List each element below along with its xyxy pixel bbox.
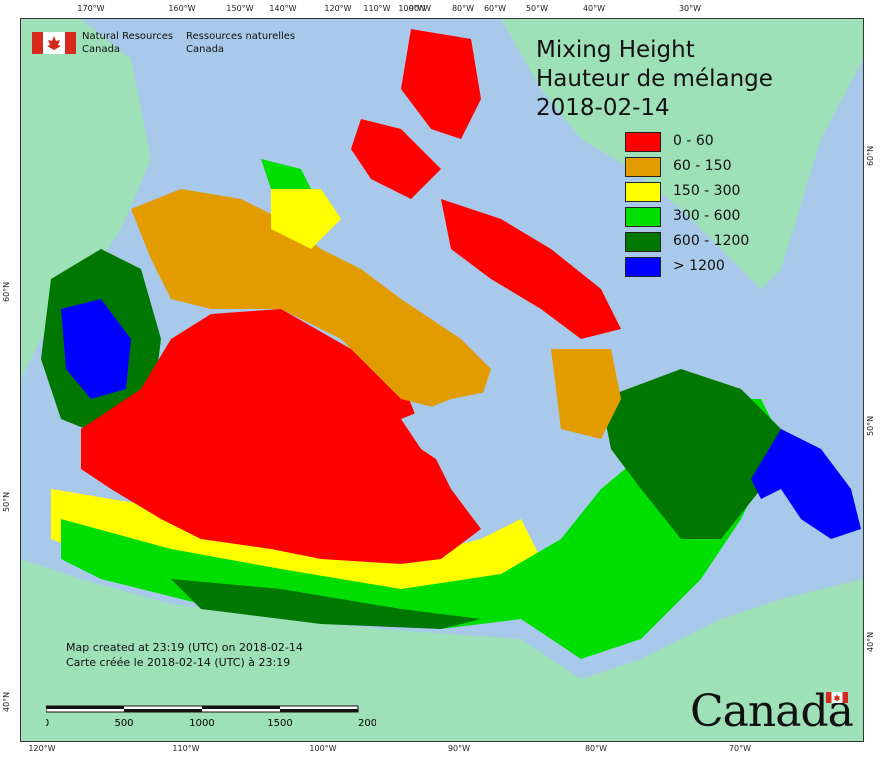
legend-swatch bbox=[625, 132, 661, 152]
zone-600-1200 bbox=[171, 579, 481, 629]
wordmark-flag-icon bbox=[826, 692, 848, 703]
map-canvas bbox=[20, 18, 864, 742]
right-tick: 40°N bbox=[866, 631, 875, 652]
top-tick: 110°W bbox=[363, 4, 391, 13]
creation-note-en: Map created at 23:19 (UTC) on 2018-02-14 bbox=[66, 641, 303, 654]
arctic-islands bbox=[261, 159, 311, 189]
legend-swatch bbox=[625, 257, 661, 277]
legend-swatch bbox=[625, 157, 661, 177]
left-tick: 60°N bbox=[2, 281, 11, 302]
bottom-tick: 90°W bbox=[447, 744, 471, 753]
zone-60-150 bbox=[131, 189, 491, 409]
hudson-bay bbox=[401, 389, 561, 489]
legend-item: 300 - 600 bbox=[625, 207, 765, 229]
top-tick: 120°W bbox=[324, 4, 352, 13]
agency-name-en: Natural Resources Canada bbox=[82, 31, 174, 55]
zone-over-1200-west bbox=[61, 299, 131, 399]
creation-note: Map created at 23:19 (UTC) on 2018-02-14… bbox=[66, 640, 303, 670]
map-title: Mixing Height Hauteur de mélange 2018-02… bbox=[536, 36, 773, 123]
arctic-islands bbox=[401, 29, 481, 139]
title-en: Mixing Height bbox=[536, 37, 695, 63]
legend-item: 0 - 60 bbox=[625, 132, 765, 154]
top-tick: 60°W bbox=[483, 4, 507, 13]
legend-label: 0 - 60 bbox=[673, 133, 714, 149]
top-tick: 160°W bbox=[168, 4, 196, 13]
scale-bar: 0 500 1000 1500 2000 km bbox=[43, 704, 402, 738]
top-tick: 30°W bbox=[678, 4, 702, 13]
left-tick: 40°N bbox=[2, 691, 11, 712]
arctic-islands bbox=[351, 119, 441, 199]
top-tick: 150°W bbox=[226, 4, 254, 13]
top-tick: 40°W bbox=[582, 4, 606, 13]
title-date: 2018-02-14 bbox=[536, 95, 670, 121]
bottom-tick: 100°W bbox=[309, 744, 337, 753]
zone-60-150-quebec bbox=[551, 349, 621, 439]
top-tick: 170°W bbox=[77, 4, 105, 13]
legend-item: > 1200 bbox=[625, 257, 765, 279]
bottom-tick: 110°W bbox=[172, 744, 200, 753]
legend-swatch bbox=[625, 207, 661, 227]
scale-label: 2000 km bbox=[358, 718, 376, 729]
legend-label: > 1200 bbox=[673, 258, 725, 274]
bottom-tick: 80°W bbox=[584, 744, 608, 753]
creation-note-fr: Carte créée le 2018-02-14 (UTC) à 23:19 bbox=[66, 656, 291, 669]
greenland-landmass bbox=[501, 19, 863, 289]
bottom-tick: 120°W bbox=[28, 744, 56, 753]
left-tick: 50°N bbox=[2, 491, 11, 512]
legend-item: 150 - 300 bbox=[625, 182, 765, 204]
title-fr: Hauteur de mélange bbox=[536, 66, 773, 92]
right-tick: 60°N bbox=[866, 145, 875, 166]
top-tick: 80°W bbox=[451, 4, 475, 13]
zone-600-1200-east bbox=[601, 369, 781, 539]
right-tick: 50°N bbox=[866, 415, 875, 436]
arctic-islands bbox=[441, 199, 621, 339]
legend-label: 300 - 600 bbox=[673, 208, 741, 224]
scale-label: 500 bbox=[114, 718, 133, 729]
legend-label: 60 - 150 bbox=[673, 158, 732, 174]
scale-label: 0 bbox=[46, 718, 49, 729]
agency-name-fr: Ressources naturelles Canada bbox=[186, 31, 296, 55]
legend-label: 600 - 1200 bbox=[673, 233, 750, 249]
mixing-height-map bbox=[21, 19, 863, 741]
bottom-tick: 70°W bbox=[728, 744, 752, 753]
legend-item: 60 - 150 bbox=[625, 157, 765, 179]
top-tick: 50°W bbox=[525, 4, 549, 13]
legend-swatch bbox=[625, 182, 661, 202]
legend-swatch bbox=[625, 232, 661, 252]
canada-flag-icon bbox=[32, 32, 76, 54]
scale-bar-graphic: 0 500 1000 1500 2000 km bbox=[43, 705, 402, 729]
top-tick: 90°W bbox=[408, 4, 432, 13]
arctic-islands bbox=[271, 189, 341, 249]
scale-label: 1500 bbox=[267, 718, 292, 729]
top-tick: 140°W bbox=[269, 4, 297, 13]
scale-label: 1000 bbox=[189, 718, 214, 729]
legend-item: 600 - 1200 bbox=[625, 232, 765, 254]
zone-over-1200-east bbox=[751, 429, 861, 539]
top-tick: 100°W bbox=[398, 4, 426, 13]
legend-label: 150 - 300 bbox=[673, 183, 741, 199]
usa-landmass bbox=[21, 559, 863, 741]
